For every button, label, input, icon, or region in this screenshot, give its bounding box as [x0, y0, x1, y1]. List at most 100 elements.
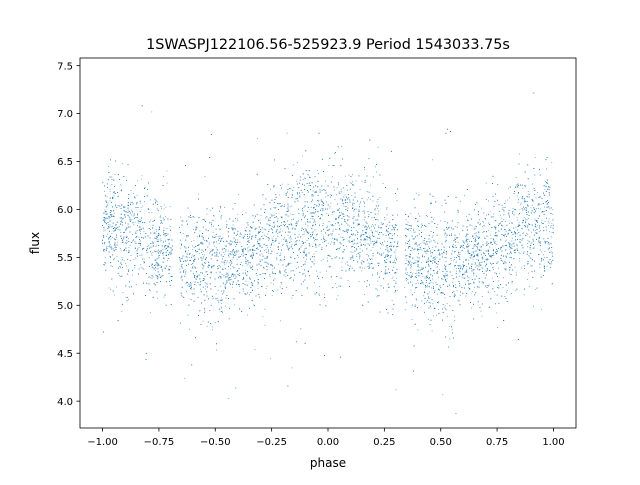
data-point — [304, 242, 306, 243]
data-point — [227, 241, 229, 243]
data-point — [114, 229, 115, 231]
data-point — [364, 267, 366, 269]
data-point — [287, 183, 289, 185]
data-point — [422, 241, 424, 243]
data-point — [217, 255, 219, 257]
data-point — [106, 246, 108, 248]
data-point — [148, 257, 150, 259]
data-point — [480, 253, 482, 255]
data-point — [534, 194, 535, 195]
data-point — [451, 329, 453, 331]
data-point — [126, 241, 128, 243]
data-point — [158, 255, 159, 257]
data-point — [245, 273, 247, 275]
data-point — [518, 252, 520, 254]
data-point — [128, 202, 129, 204]
data-point — [551, 161, 553, 163]
data-point — [220, 215, 222, 217]
data-point — [316, 270, 317, 272]
data-point — [540, 230, 541, 232]
data-point — [161, 221, 163, 223]
data-point — [347, 219, 349, 221]
data-point — [531, 265, 533, 267]
data-point — [257, 138, 258, 140]
data-point — [344, 175, 346, 177]
data-point — [390, 244, 392, 246]
data-point — [229, 251, 231, 252]
data-point — [361, 180, 363, 182]
data-point — [396, 200, 398, 201]
data-point — [251, 284, 253, 286]
data-point — [418, 260, 420, 262]
data-point — [417, 265, 419, 266]
data-point — [414, 206, 416, 208]
data-point — [540, 203, 542, 205]
data-point — [223, 262, 225, 264]
data-point — [346, 223, 348, 224]
data-point — [529, 248, 531, 250]
data-point — [355, 230, 357, 231]
data-point — [205, 288, 207, 290]
data-point — [452, 282, 454, 283]
data-point — [528, 222, 529, 224]
data-point — [221, 273, 223, 275]
data-point — [483, 222, 484, 224]
data-point — [211, 225, 213, 227]
data-point — [135, 231, 137, 233]
data-point — [527, 233, 529, 235]
data-point — [266, 285, 268, 287]
data-point — [135, 248, 136, 249]
data-point — [138, 247, 140, 248]
data-point — [252, 289, 253, 291]
data-point — [427, 241, 429, 242]
data-point — [338, 224, 340, 226]
data-point — [474, 227, 475, 229]
data-point — [386, 290, 388, 292]
data-point — [387, 241, 388, 242]
data-point — [131, 240, 133, 242]
data-point — [214, 245, 215, 247]
data-point — [221, 248, 223, 250]
data-point — [381, 253, 383, 255]
data-point — [225, 305, 226, 307]
data-point — [274, 278, 276, 280]
data-point — [489, 210, 491, 212]
data-point — [158, 240, 160, 242]
data-point — [338, 191, 340, 193]
data-point — [426, 301, 427, 303]
data-point — [467, 252, 469, 254]
data-point — [143, 230, 145, 232]
data-point — [364, 169, 365, 170]
data-point — [202, 264, 204, 266]
data-point — [444, 252, 445, 254]
data-point — [131, 209, 132, 211]
data-point — [395, 255, 397, 257]
data-point — [288, 227, 289, 229]
data-point — [132, 274, 133, 276]
data-point — [243, 250, 245, 252]
data-point — [519, 258, 521, 260]
data-point — [163, 208, 165, 210]
data-point — [346, 232, 348, 234]
data-point — [131, 201, 133, 203]
data-point — [418, 266, 420, 268]
data-point — [122, 292, 124, 293]
data-point — [338, 285, 340, 287]
data-point — [254, 249, 256, 251]
data-point — [330, 193, 332, 195]
data-point — [151, 265, 152, 267]
data-point — [220, 207, 221, 209]
data-point — [366, 227, 368, 229]
data-point — [165, 248, 167, 250]
data-point — [193, 247, 195, 249]
data-point — [281, 259, 282, 261]
data-point — [320, 260, 322, 262]
data-point — [407, 216, 409, 218]
data-point — [492, 262, 494, 264]
data-point — [203, 294, 205, 296]
data-point — [533, 207, 534, 209]
data-point — [301, 155, 303, 157]
data-point — [221, 290, 223, 292]
data-point — [279, 255, 281, 256]
data-point — [475, 266, 477, 268]
